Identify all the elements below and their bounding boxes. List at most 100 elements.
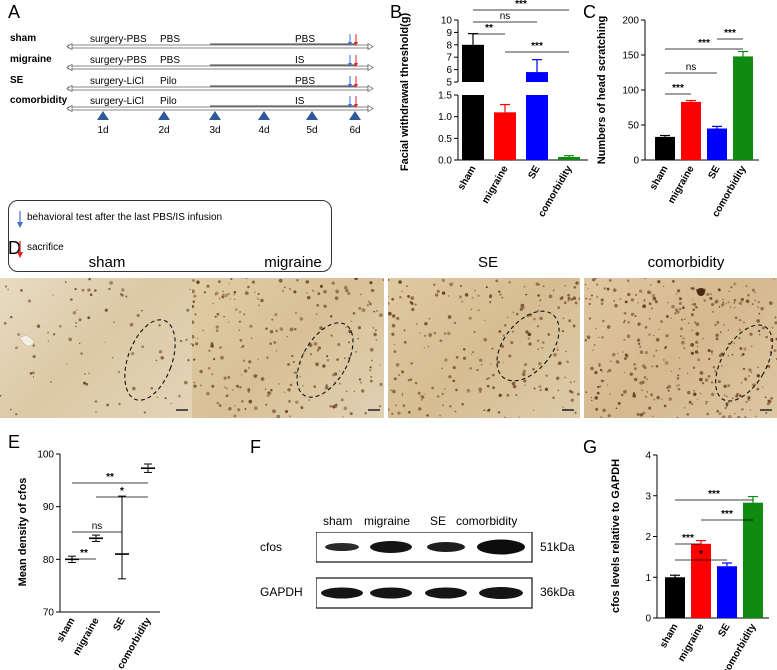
stained-cell: [192, 305, 195, 308]
stained-cell: [757, 300, 761, 304]
blue-arrowhead-icon: [348, 84, 352, 88]
stained-cell: [595, 327, 597, 330]
stained-cell: [374, 329, 377, 332]
stained-cell: [293, 290, 297, 294]
stained-cell: [244, 291, 249, 295]
stained-cell: [747, 398, 751, 402]
stained-cell: [68, 337, 73, 342]
stained-cell: [439, 339, 443, 343]
lane-label-migraine: migraine: [364, 514, 411, 528]
stained-cell: [378, 404, 382, 408]
stained-cell: [633, 363, 636, 366]
stained-cell: [454, 410, 457, 413]
stained-cell: [693, 302, 697, 306]
stained-cell: [742, 367, 746, 371]
stained-cell: [117, 370, 121, 374]
stained-cell: [715, 337, 719, 341]
stained-cell: [388, 295, 390, 297]
stained-cell: [64, 281, 67, 283]
region-outline: [124, 319, 176, 401]
stained-cell: [651, 293, 656, 298]
stained-cell: [406, 285, 408, 288]
stained-cell: [757, 366, 759, 369]
stained-cell: [766, 364, 771, 369]
stained-cell: [474, 289, 476, 292]
stained-cell: [208, 349, 211, 352]
stained-cell: [196, 280, 200, 284]
stained-cell: [221, 295, 225, 299]
stained-cell: [29, 372, 33, 375]
stained-cell: [478, 387, 483, 392]
stained-cell: [710, 381, 714, 384]
day-label-1d: 1d: [97, 125, 108, 136]
stained-cell: [710, 350, 714, 353]
stained-cell: [227, 321, 230, 323]
stained-cell: [617, 401, 621, 405]
stained-cell: [574, 411, 577, 414]
stained-cell: [538, 385, 542, 389]
stained-cell: [292, 360, 295, 363]
stained-cell: [258, 304, 261, 307]
protein-label-cfos: cfos: [260, 540, 283, 554]
vessel-lumen: [19, 335, 35, 347]
stained-cell: [300, 406, 304, 410]
stained-cell: [322, 364, 326, 368]
stained-cell: [225, 387, 228, 390]
timeline-legend: behavioral test after the last PBS/IS in…: [8, 200, 332, 272]
stained-cell: [728, 401, 730, 404]
stained-cell: [570, 298, 573, 301]
stained-cell: [532, 368, 535, 371]
stained-cell: [705, 400, 708, 403]
day-marker-icon: [306, 111, 318, 120]
stained-cell: [447, 315, 452, 319]
stained-cell: [245, 278, 248, 280]
lane-label-comorbidity: comorbidity: [456, 514, 518, 528]
stained-cell: [594, 278, 597, 280]
stained-cell: [388, 302, 390, 305]
stained-cell: [660, 320, 663, 323]
protein-label-gapdh: GAPDH: [260, 585, 303, 599]
stained-cell: [257, 292, 260, 296]
stained-cell: [633, 313, 635, 315]
stained-cell: [745, 400, 748, 404]
stained-cell: [614, 303, 618, 308]
x-tick-migraine: migraine: [676, 622, 707, 664]
x-tick-se: SE: [526, 164, 542, 181]
stained-cell: [449, 282, 453, 287]
stained-cell: [506, 393, 510, 397]
stained-cell: [379, 382, 383, 387]
stained-cell: [302, 385, 304, 387]
stained-cell: [512, 384, 517, 389]
stained-cell: [409, 378, 413, 381]
timeline-arrow-se: [67, 86, 369, 91]
stained-cell: [347, 341, 350, 344]
stained-cell: [396, 316, 400, 321]
stained-cell: [653, 334, 655, 337]
stained-cell: [88, 372, 90, 374]
stained-cell: [349, 412, 353, 416]
stained-cell: [610, 360, 612, 363]
stained-cell: [93, 289, 97, 292]
stained-cell: [646, 378, 648, 380]
x-tick-comorbidity: comorbidity: [536, 164, 574, 219]
bar-migraine: [691, 543, 711, 618]
stained-cell: [710, 302, 715, 307]
legend-blue-label: behavioral test after the last PBS/IS in…: [27, 212, 223, 223]
stained-cell: [121, 288, 125, 292]
stained-cell: [276, 414, 281, 418]
stained-cell: [712, 311, 714, 313]
stained-cell: [644, 325, 648, 329]
stained-cell: [223, 376, 227, 380]
stained-cell: [750, 371, 753, 373]
timeline-arrow-migraine: [67, 65, 369, 70]
stained-cell: [241, 345, 245, 348]
stained-cell: [594, 371, 598, 375]
significance-label: *: [120, 486, 124, 497]
stained-cell: [731, 353, 734, 356]
stained-cell: [658, 328, 660, 331]
region-outline: [496, 310, 560, 382]
stained-cell: [192, 343, 195, 347]
stained-cell: [256, 297, 258, 299]
stained-cell: [623, 311, 627, 315]
stained-cell: [495, 279, 499, 283]
